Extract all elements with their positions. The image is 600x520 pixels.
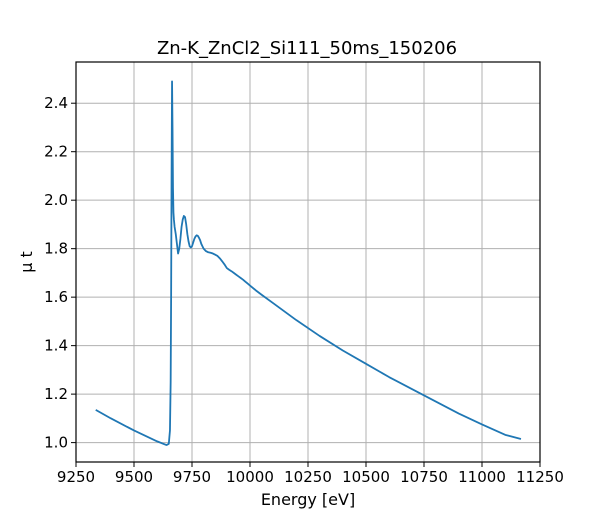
y-tick-label: 1.0 (44, 434, 68, 452)
y-tick-label: 1.8 (44, 240, 68, 258)
chart-title: Zn-K_ZnCl2_Si111_50ms_150206 (157, 38, 457, 59)
y-tick-label: 1.6 (44, 288, 68, 306)
y-tick-label: 2.2 (44, 143, 68, 161)
y-tick-label: 1.2 (44, 385, 68, 403)
x-tick-label: 10000 (226, 468, 274, 486)
series-line (95, 80, 522, 446)
x-tick-label: 9250 (57, 468, 95, 486)
grid (75, 62, 541, 462)
x-tick-label: 10500 (342, 468, 390, 486)
series-layer (95, 80, 522, 446)
y-tick-label: 2.0 (44, 191, 68, 209)
x-axis-label: Energy [eV] (261, 490, 355, 509)
axis-ticks: 9250 9500 9750 10000 10250 10500 10750 11000 112… (44, 94, 564, 486)
x-tick-label: 9750 (173, 468, 211, 486)
y-tick-label: 1.4 (44, 337, 68, 355)
x-tick-label: 11000 (458, 468, 506, 486)
y-tick-label: 2.4 (44, 94, 68, 112)
x-tick-label: 10250 (284, 468, 332, 486)
x-tick-label: 9500 (115, 468, 153, 486)
x-tick-label: 11250 (516, 468, 564, 486)
x-tick-label: 10750 (400, 468, 448, 486)
y-axis-label: μ t (17, 251, 36, 273)
